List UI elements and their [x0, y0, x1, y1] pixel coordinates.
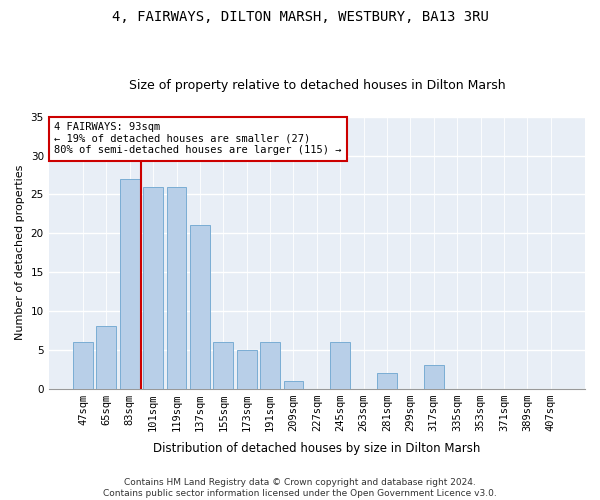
Bar: [73, 342, 93, 388]
Bar: [143, 186, 163, 388]
Bar: [260, 342, 280, 388]
Bar: [214, 342, 233, 388]
Bar: [97, 326, 116, 388]
Bar: [330, 342, 350, 388]
Title: Size of property relative to detached houses in Dilton Marsh: Size of property relative to detached ho…: [128, 79, 505, 92]
Bar: [284, 381, 304, 388]
Bar: [377, 373, 397, 388]
Text: Contains HM Land Registry data © Crown copyright and database right 2024.
Contai: Contains HM Land Registry data © Crown c…: [103, 478, 497, 498]
Text: 4, FAIRWAYS, DILTON MARSH, WESTBURY, BA13 3RU: 4, FAIRWAYS, DILTON MARSH, WESTBURY, BA1…: [112, 10, 488, 24]
Y-axis label: Number of detached properties: Number of detached properties: [15, 165, 25, 340]
Bar: [120, 179, 140, 388]
X-axis label: Distribution of detached houses by size in Dilton Marsh: Distribution of detached houses by size …: [153, 442, 481, 455]
Bar: [237, 350, 257, 389]
Text: 4 FAIRWAYS: 93sqm
← 19% of detached houses are smaller (27)
80% of semi-detached: 4 FAIRWAYS: 93sqm ← 19% of detached hous…: [54, 122, 341, 156]
Bar: [190, 226, 210, 388]
Bar: [424, 365, 443, 388]
Bar: [167, 186, 187, 388]
